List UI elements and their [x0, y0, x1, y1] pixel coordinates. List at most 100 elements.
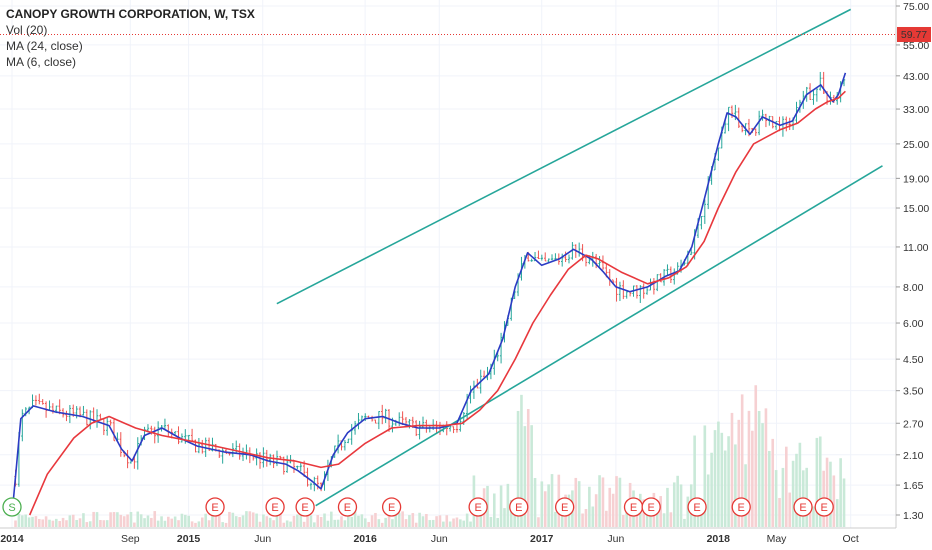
volume-bar: [774, 470, 778, 527]
volume-bar: [812, 506, 815, 527]
time-axis[interactable]: 2014 Sep 2015 Jun 2016 Jun 2017 Jun 2018 May Oct: [0, 527, 896, 545]
volume-bar: [391, 519, 394, 527]
volume-bar: [435, 516, 438, 527]
volume-bar: [550, 474, 554, 527]
volume-bar: [316, 515, 320, 527]
volume-bar: [737, 419, 741, 527]
volume-bar: [818, 436, 822, 527]
volume-bar: [34, 516, 38, 527]
earnings-marker[interactable]: [265, 497, 285, 517]
volume-bar: [31, 516, 34, 527]
earnings-marker[interactable]: [509, 497, 529, 517]
earnings-marker[interactable]: [687, 497, 707, 517]
volume-bar: [676, 475, 679, 527]
volume-bar: [282, 522, 286, 527]
volume-bar: [479, 508, 483, 527]
earnings-marker[interactable]: [468, 497, 488, 517]
channel-line-lower[interactable]: [315, 165, 883, 507]
last-price-badge: 59.77: [897, 26, 931, 42]
volume-bar: [88, 521, 92, 527]
volume-bar: [496, 517, 499, 527]
volume-bar: [805, 467, 808, 527]
volume-bar: [350, 516, 353, 527]
volume-bar: [58, 521, 61, 527]
volume-bar: [167, 516, 170, 527]
volume-bar: [768, 450, 771, 527]
x-tick-label: Sep: [121, 533, 140, 545]
volume-bar: [126, 514, 129, 527]
legend-vol[interactable]: Vol (20): [6, 23, 48, 37]
volume-bar: [727, 436, 730, 527]
volume-bar: [431, 519, 435, 527]
volume-bar: [109, 512, 112, 527]
volume-bar: [635, 506, 639, 527]
earnings-marker[interactable]: [381, 497, 402, 517]
earnings-marker-label: E: [271, 502, 278, 514]
volume-bar: [173, 516, 177, 527]
volume-bar: [411, 513, 415, 527]
price-axis[interactable]: 75.00 55.00 43.00 33.00 25.00 19.00 15.00 11.00…: [895, 0, 929, 528]
volume-bar: [791, 460, 795, 527]
volume-bar: [842, 478, 846, 527]
volume-bar: [251, 512, 255, 527]
channel-line-upper[interactable]: [276, 8, 852, 305]
volume-bar: [367, 522, 370, 527]
volume-bar: [95, 512, 99, 527]
x-tick-label: May: [767, 533, 788, 545]
earnings-marker[interactable]: [295, 497, 315, 517]
legend-ma-fast[interactable]: MA (6, close): [6, 55, 77, 69]
volume-bar: [133, 522, 136, 527]
earnings-marker[interactable]: [814, 497, 834, 517]
grid: [0, 0, 896, 528]
volume-bar: [370, 515, 374, 527]
legend-ma-slow[interactable]: MA (24, close): [6, 39, 83, 53]
earnings-marker[interactable]: [337, 497, 358, 517]
volume-bar: [438, 515, 442, 527]
volume-bar: [187, 515, 191, 527]
earnings-marker[interactable]: [641, 497, 661, 517]
volume-bar: [330, 511, 333, 527]
earnings-marker-label: E: [561, 502, 568, 514]
earnings-marker[interactable]: [731, 497, 751, 517]
volume-bar: [146, 515, 150, 527]
volume-bar: [241, 515, 245, 527]
volume-bar: [177, 520, 180, 527]
volume-bar: [360, 514, 364, 527]
y-tick-label: 2.10: [903, 450, 924, 462]
volume-bar: [560, 511, 564, 527]
volume-bar: [662, 513, 666, 527]
volume-bar: [197, 521, 201, 527]
split-marker[interactable]: [2, 497, 22, 517]
volume-bar: [523, 426, 527, 527]
volume-bar: [238, 517, 241, 527]
volume-bar: [547, 484, 550, 527]
earnings-marker-label: E: [738, 502, 745, 514]
last-price-value: 59.77: [901, 29, 927, 41]
earnings-marker[interactable]: [793, 497, 813, 517]
volume-bar: [414, 522, 418, 527]
volume-bar: [384, 517, 387, 527]
volume-bar: [48, 519, 51, 527]
volume-bar: [24, 514, 28, 527]
earnings-marker-label: E: [647, 502, 654, 514]
volume-bar: [180, 513, 184, 527]
symbol-title[interactable]: CANOPY GROWTH CORPORATION, W, TSX: [6, 7, 255, 21]
volume-bar: [143, 518, 146, 527]
volume-bar: [122, 516, 126, 527]
volume-bar: [717, 421, 720, 527]
volume-bar: [353, 511, 357, 527]
volume-bar: [642, 499, 645, 527]
earnings-marker[interactable]: [555, 497, 575, 517]
volume-bar: [313, 522, 316, 527]
volume-bar: [333, 519, 337, 527]
volume-bar: [71, 514, 75, 527]
volume-bar: [99, 520, 102, 527]
earnings-marker[interactable]: [205, 497, 225, 517]
volume-bar: [516, 410, 520, 527]
trend-channel[interactable]: [276, 8, 883, 507]
volume-bar: [706, 474, 710, 527]
volume-bar: [462, 520, 466, 527]
volume-bar: [703, 425, 707, 527]
volume-bar: [207, 520, 211, 527]
